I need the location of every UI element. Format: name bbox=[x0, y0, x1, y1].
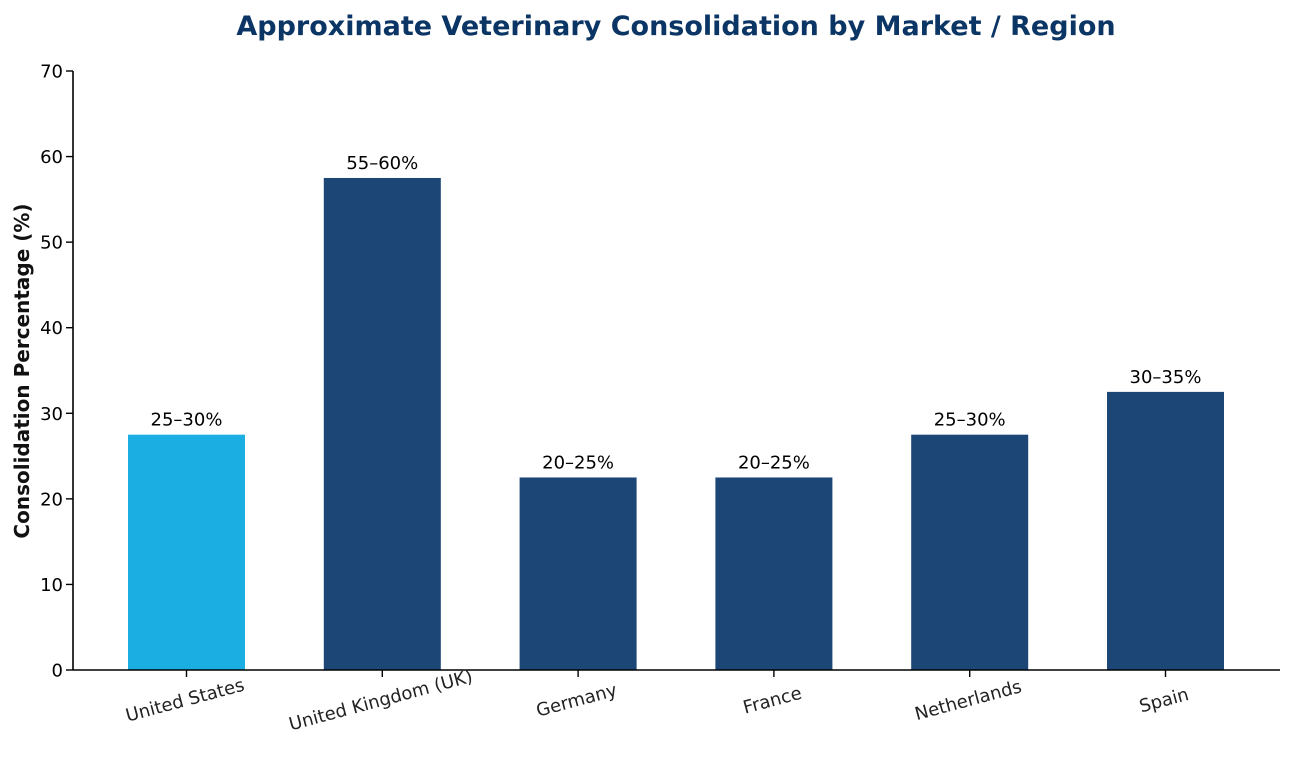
y-tick-label: 50 bbox=[40, 233, 63, 254]
data-label: 30–35% bbox=[1130, 367, 1202, 388]
data-label: 20–25% bbox=[738, 452, 810, 473]
y-axis: 0 10 20 30 40 50 60 70 bbox=[40, 62, 74, 682]
x-tick-label: France bbox=[741, 683, 804, 719]
x-tick-label: United States bbox=[123, 675, 246, 727]
bar bbox=[715, 477, 833, 670]
data-label: 20–25% bbox=[542, 452, 614, 473]
x-tick-label: Spain bbox=[1137, 684, 1191, 717]
x-tick-label: Germany bbox=[534, 680, 620, 722]
data-label: 25–30% bbox=[151, 410, 223, 431]
chart-title: Approximate Veterinary Consolidation by … bbox=[236, 11, 1115, 42]
bar bbox=[911, 434, 1029, 670]
y-tick-label: 30 bbox=[40, 404, 63, 425]
data-label: 25–30% bbox=[934, 410, 1006, 431]
x-tick-label: United Kingdom (UK) bbox=[287, 666, 475, 735]
bars: 25–30% 55–60% 20–25% 20–25% 25–30% 30–35% bbox=[128, 153, 1224, 670]
y-tick-label: 0 bbox=[52, 661, 63, 682]
y-tick-label: 40 bbox=[40, 318, 63, 339]
x-axis: United States United Kingdom (UK) Germany F… bbox=[73, 666, 1280, 735]
y-tick-label: 20 bbox=[40, 489, 63, 510]
y-axis-label: Consolidation Percentage (%) bbox=[10, 203, 34, 538]
bar bbox=[323, 177, 441, 670]
bar bbox=[519, 477, 637, 670]
bar bbox=[128, 434, 245, 670]
y-tick-label: 60 bbox=[40, 147, 63, 168]
x-tick-label: Netherlands bbox=[913, 676, 1024, 725]
y-tick-label: 70 bbox=[40, 62, 63, 83]
y-tick-label: 10 bbox=[40, 575, 63, 596]
data-label: 55–60% bbox=[346, 153, 418, 174]
bar bbox=[1107, 391, 1224, 670]
